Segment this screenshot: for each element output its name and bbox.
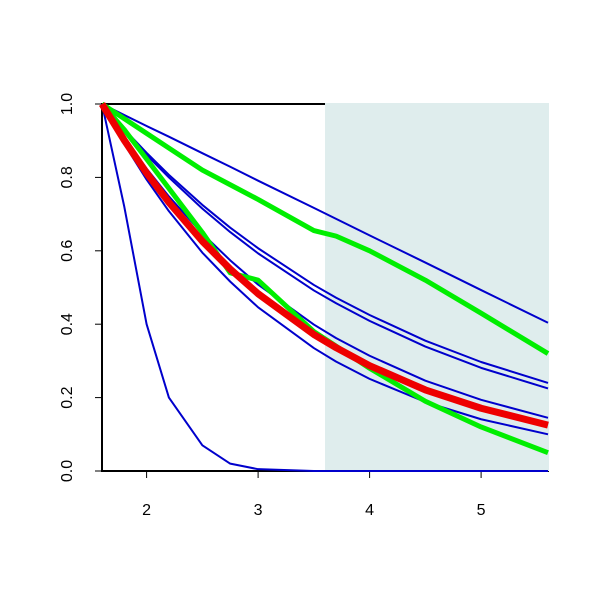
y-tick-label: 1.0 xyxy=(59,93,76,115)
y-tick-label: 0.2 xyxy=(59,386,76,408)
x-tick-label: 4 xyxy=(365,502,374,519)
y-tick-label: 0.8 xyxy=(59,166,76,188)
series-line xyxy=(99,102,549,429)
series-line xyxy=(101,103,549,324)
y-tick-label: 0.0 xyxy=(59,460,76,482)
x-tick-label: 5 xyxy=(477,502,486,519)
y-tick-label: 0.4 xyxy=(59,313,76,335)
y-tick-label: 0.6 xyxy=(59,240,76,262)
x-tick-label: 3 xyxy=(254,502,263,519)
series-line xyxy=(100,101,550,356)
series-line xyxy=(101,103,548,472)
x-tick-label: 2 xyxy=(142,502,151,519)
series-line xyxy=(100,102,549,455)
series-line xyxy=(101,103,549,384)
